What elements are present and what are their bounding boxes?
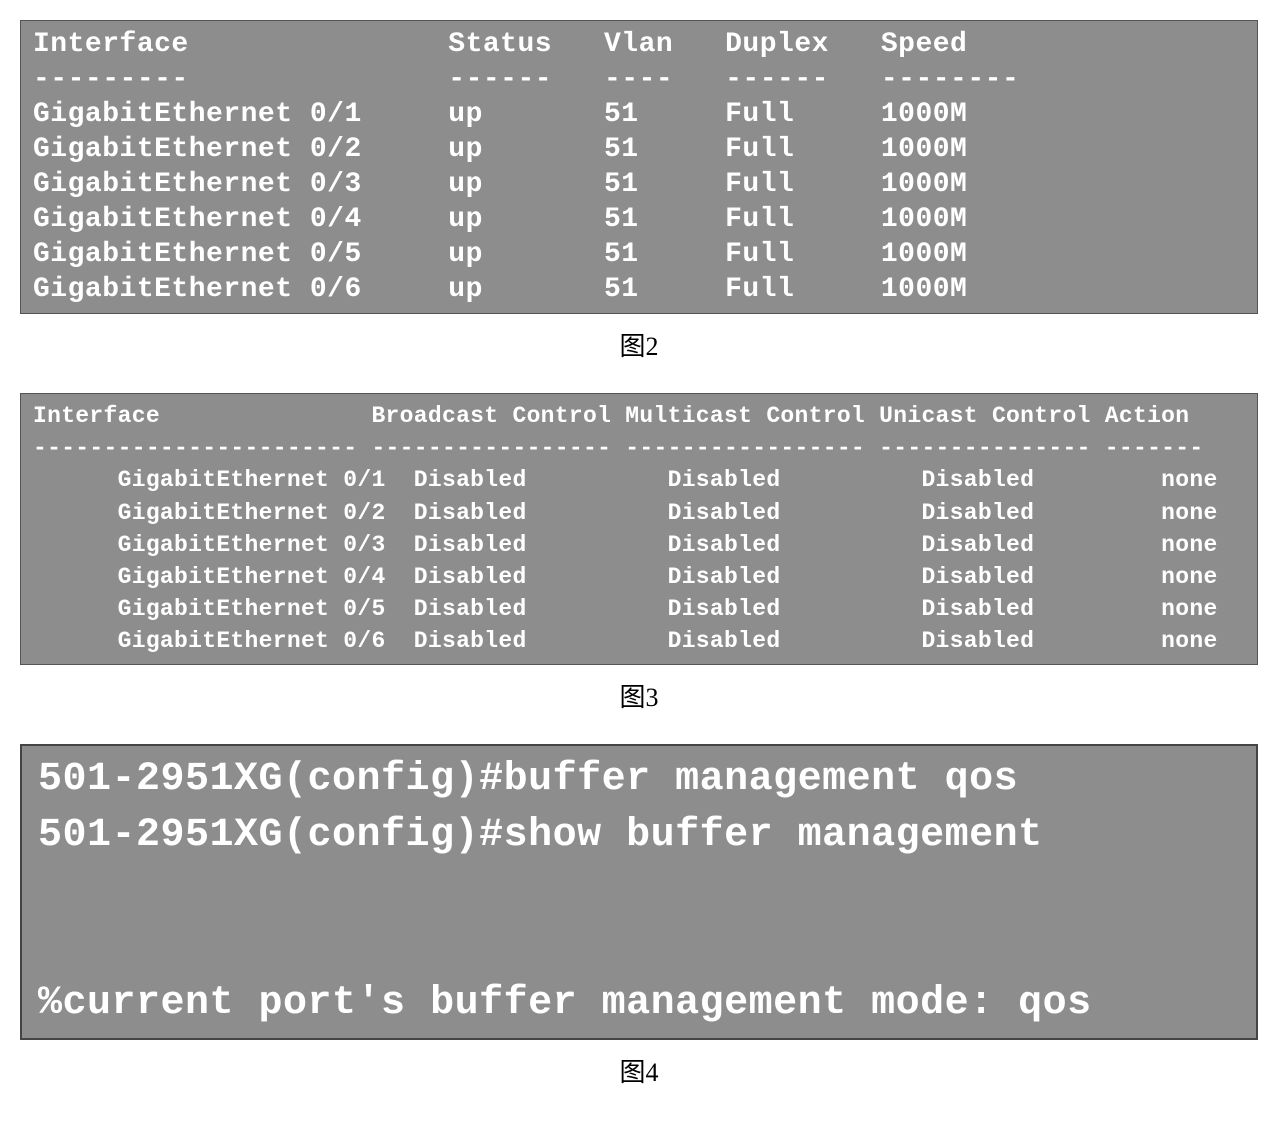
interface-status-terminal: Interface Status Vlan Duplex Speed -----… — [20, 20, 1258, 314]
buffer-management-terminal: 501-2951XG(config)#buffer management qos… — [20, 744, 1258, 1040]
caption-fig4: 图4 — [20, 1052, 1258, 1089]
storm-control-terminal: Interface Broadcast Control Multicast Co… — [20, 393, 1258, 665]
caption-fig2: 图2 — [20, 326, 1258, 363]
caption-fig3: 图3 — [20, 677, 1258, 714]
